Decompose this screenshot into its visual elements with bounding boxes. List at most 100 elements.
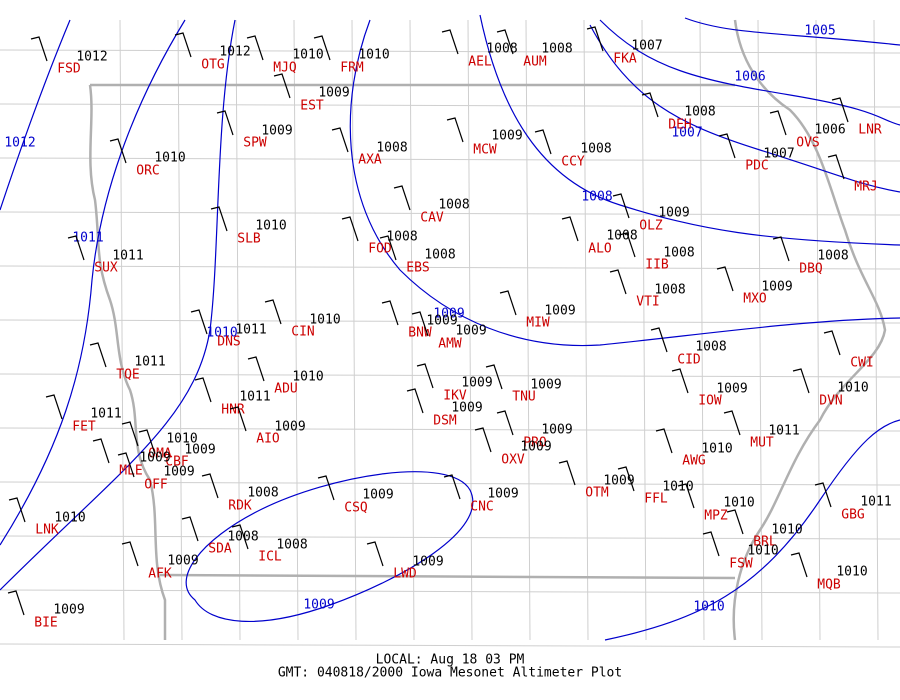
station-id: RDK: [228, 499, 252, 514]
altimeter-value: 1010: [837, 381, 868, 396]
station-id: MQB: [817, 578, 841, 593]
station-id: GBG: [841, 508, 865, 523]
station-id: FRM: [340, 61, 364, 76]
station-id: CCY: [561, 155, 585, 170]
station-id: SDA: [208, 542, 232, 557]
isobar-label: 1009: [303, 598, 334, 613]
station-id: CSQ: [344, 501, 368, 516]
altimeter-value: 1009: [274, 420, 305, 435]
altimeter-value: 1009: [520, 440, 551, 455]
station-id: FET: [72, 420, 96, 435]
station-id: CIN: [291, 325, 314, 340]
wind-barb: [677, 483, 695, 509]
wind-barb: [617, 466, 635, 492]
wind-barb: [317, 475, 335, 501]
altimeter-value: 1009: [139, 451, 170, 466]
station-id: AIO: [256, 432, 280, 447]
wind-barb: [612, 193, 630, 219]
wind-barb: [331, 127, 349, 153]
wind-barb: [229, 406, 247, 432]
county-line: [0, 211, 900, 216]
altimeter-value: 1009: [184, 443, 215, 458]
station-id: EST: [300, 99, 324, 114]
county-line: [0, 265, 900, 270]
station-id: FKA: [613, 52, 637, 67]
station-id: ADU: [274, 382, 297, 397]
county-line: [0, 427, 900, 432]
isobar: [599, 19, 900, 126]
wind-barb: [201, 473, 219, 499]
altimeter-value: 1010: [771, 523, 802, 538]
station-id: MLE: [119, 464, 142, 479]
altimeter-value: 1010: [836, 565, 867, 580]
altimeter-value: 1009: [455, 324, 486, 339]
wind-barb: [117, 452, 135, 478]
wind-barb: [534, 129, 552, 155]
station-id: PRO: [523, 436, 547, 451]
isobar-label: 1011: [72, 231, 103, 246]
wind-barb: [181, 516, 199, 542]
wind-barb: [406, 388, 424, 414]
station-id: FSW: [729, 557, 753, 572]
isobar-label: 1007: [671, 126, 702, 141]
wind-barb: [723, 410, 741, 436]
station-id: DNS: [217, 335, 240, 350]
station-id: OFF: [144, 478, 168, 493]
altimeter-value: 1008: [227, 530, 258, 545]
state-border: [159, 573, 736, 580]
altimeter-value: 1009: [491, 129, 522, 144]
wind-barb: [138, 429, 156, 455]
altimeter-value: 1011: [239, 390, 270, 405]
wind-barb: [264, 299, 282, 325]
altimeter-value: 1008: [654, 283, 685, 298]
altimeter-value: 1009: [163, 465, 194, 480]
station-id: AXA: [358, 153, 382, 168]
station-id: CNC: [470, 500, 493, 515]
isobar-label: 1012: [4, 136, 35, 151]
station-id: CAV: [420, 211, 444, 226]
station-id: MJQ: [273, 61, 297, 76]
wind-barb: [772, 236, 790, 262]
station-id: TQE: [116, 368, 139, 383]
isobar: [0, 19, 71, 211]
altimeter-value: 1009: [716, 382, 747, 397]
altimeter-value: 1010: [309, 313, 340, 328]
station-id: BRL: [753, 535, 777, 550]
station-id: DEH: [668, 118, 691, 133]
station-id: PDC: [745, 159, 768, 174]
station-id: MXO: [743, 292, 767, 307]
station-id: ICL: [258, 550, 282, 565]
altimeter-value: 1008: [817, 249, 848, 264]
altimeter-value: 1010: [723, 496, 754, 511]
isobar: [684, 17, 900, 46]
station-id: MPZ: [704, 509, 728, 524]
station-id: AUM: [523, 55, 547, 70]
footer-gmt: GMT: 040818/2000 Iowa Mesonet Altimeter …: [278, 666, 622, 681]
altimeter-value: 1008: [386, 230, 417, 245]
altimeter-value: 1011: [112, 249, 143, 264]
altimeter-value: 1008: [663, 246, 694, 261]
altimeter-value: 1008: [376, 141, 407, 156]
isobar-label: 1008: [581, 190, 612, 205]
wind-barb: [586, 26, 604, 52]
wind-barb: [446, 117, 464, 143]
